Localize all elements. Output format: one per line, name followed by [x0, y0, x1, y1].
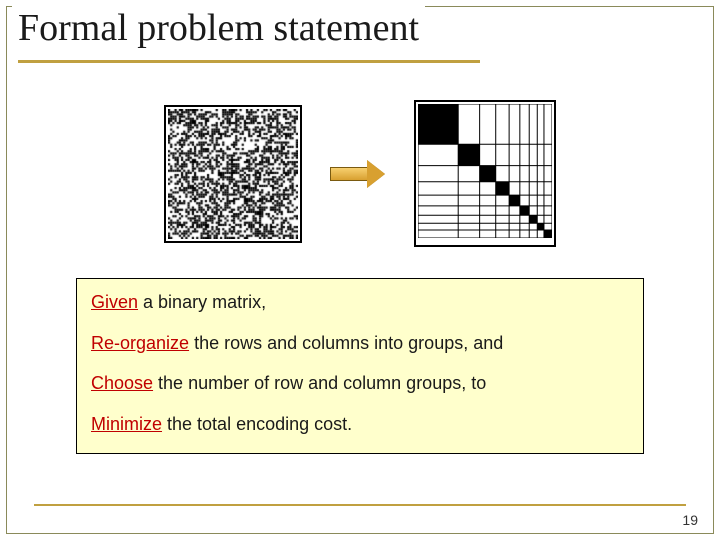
block-matrix-svg	[418, 104, 552, 238]
figures-row	[0, 100, 720, 247]
statement-line: Choose the number of row and column grou…	[91, 372, 629, 395]
text: a binary matrix,	[138, 292, 266, 312]
noise-matrix-figure	[164, 105, 302, 243]
title-underline	[18, 60, 480, 63]
kw-reorganize: Re-organize	[91, 333, 189, 353]
block-matrix-figure	[414, 100, 556, 247]
page-number: 19	[682, 512, 698, 528]
text: the number of row and column groups, to	[153, 373, 486, 393]
statement-line: Given a binary matrix,	[91, 291, 629, 314]
kw-given: Given	[91, 292, 138, 312]
kw-minimize: Minimize	[91, 414, 162, 434]
statement-line: Re-organize the rows and columns into gr…	[91, 332, 629, 355]
bottom-underline	[34, 504, 686, 506]
arrow-icon	[330, 163, 386, 185]
title-container: Formal problem statement	[12, 6, 425, 50]
page-title: Formal problem statement	[18, 7, 419, 49]
slide-frame	[6, 6, 714, 534]
statement-line: Minimize the total encoding cost.	[91, 413, 629, 436]
noise-matrix-canvas	[168, 109, 298, 239]
text: the total encoding cost.	[162, 414, 352, 434]
text: the rows and columns into groups, and	[189, 333, 503, 353]
statement-box: Given a binary matrix, Re-organize the r…	[76, 278, 644, 454]
kw-choose: Choose	[91, 373, 153, 393]
